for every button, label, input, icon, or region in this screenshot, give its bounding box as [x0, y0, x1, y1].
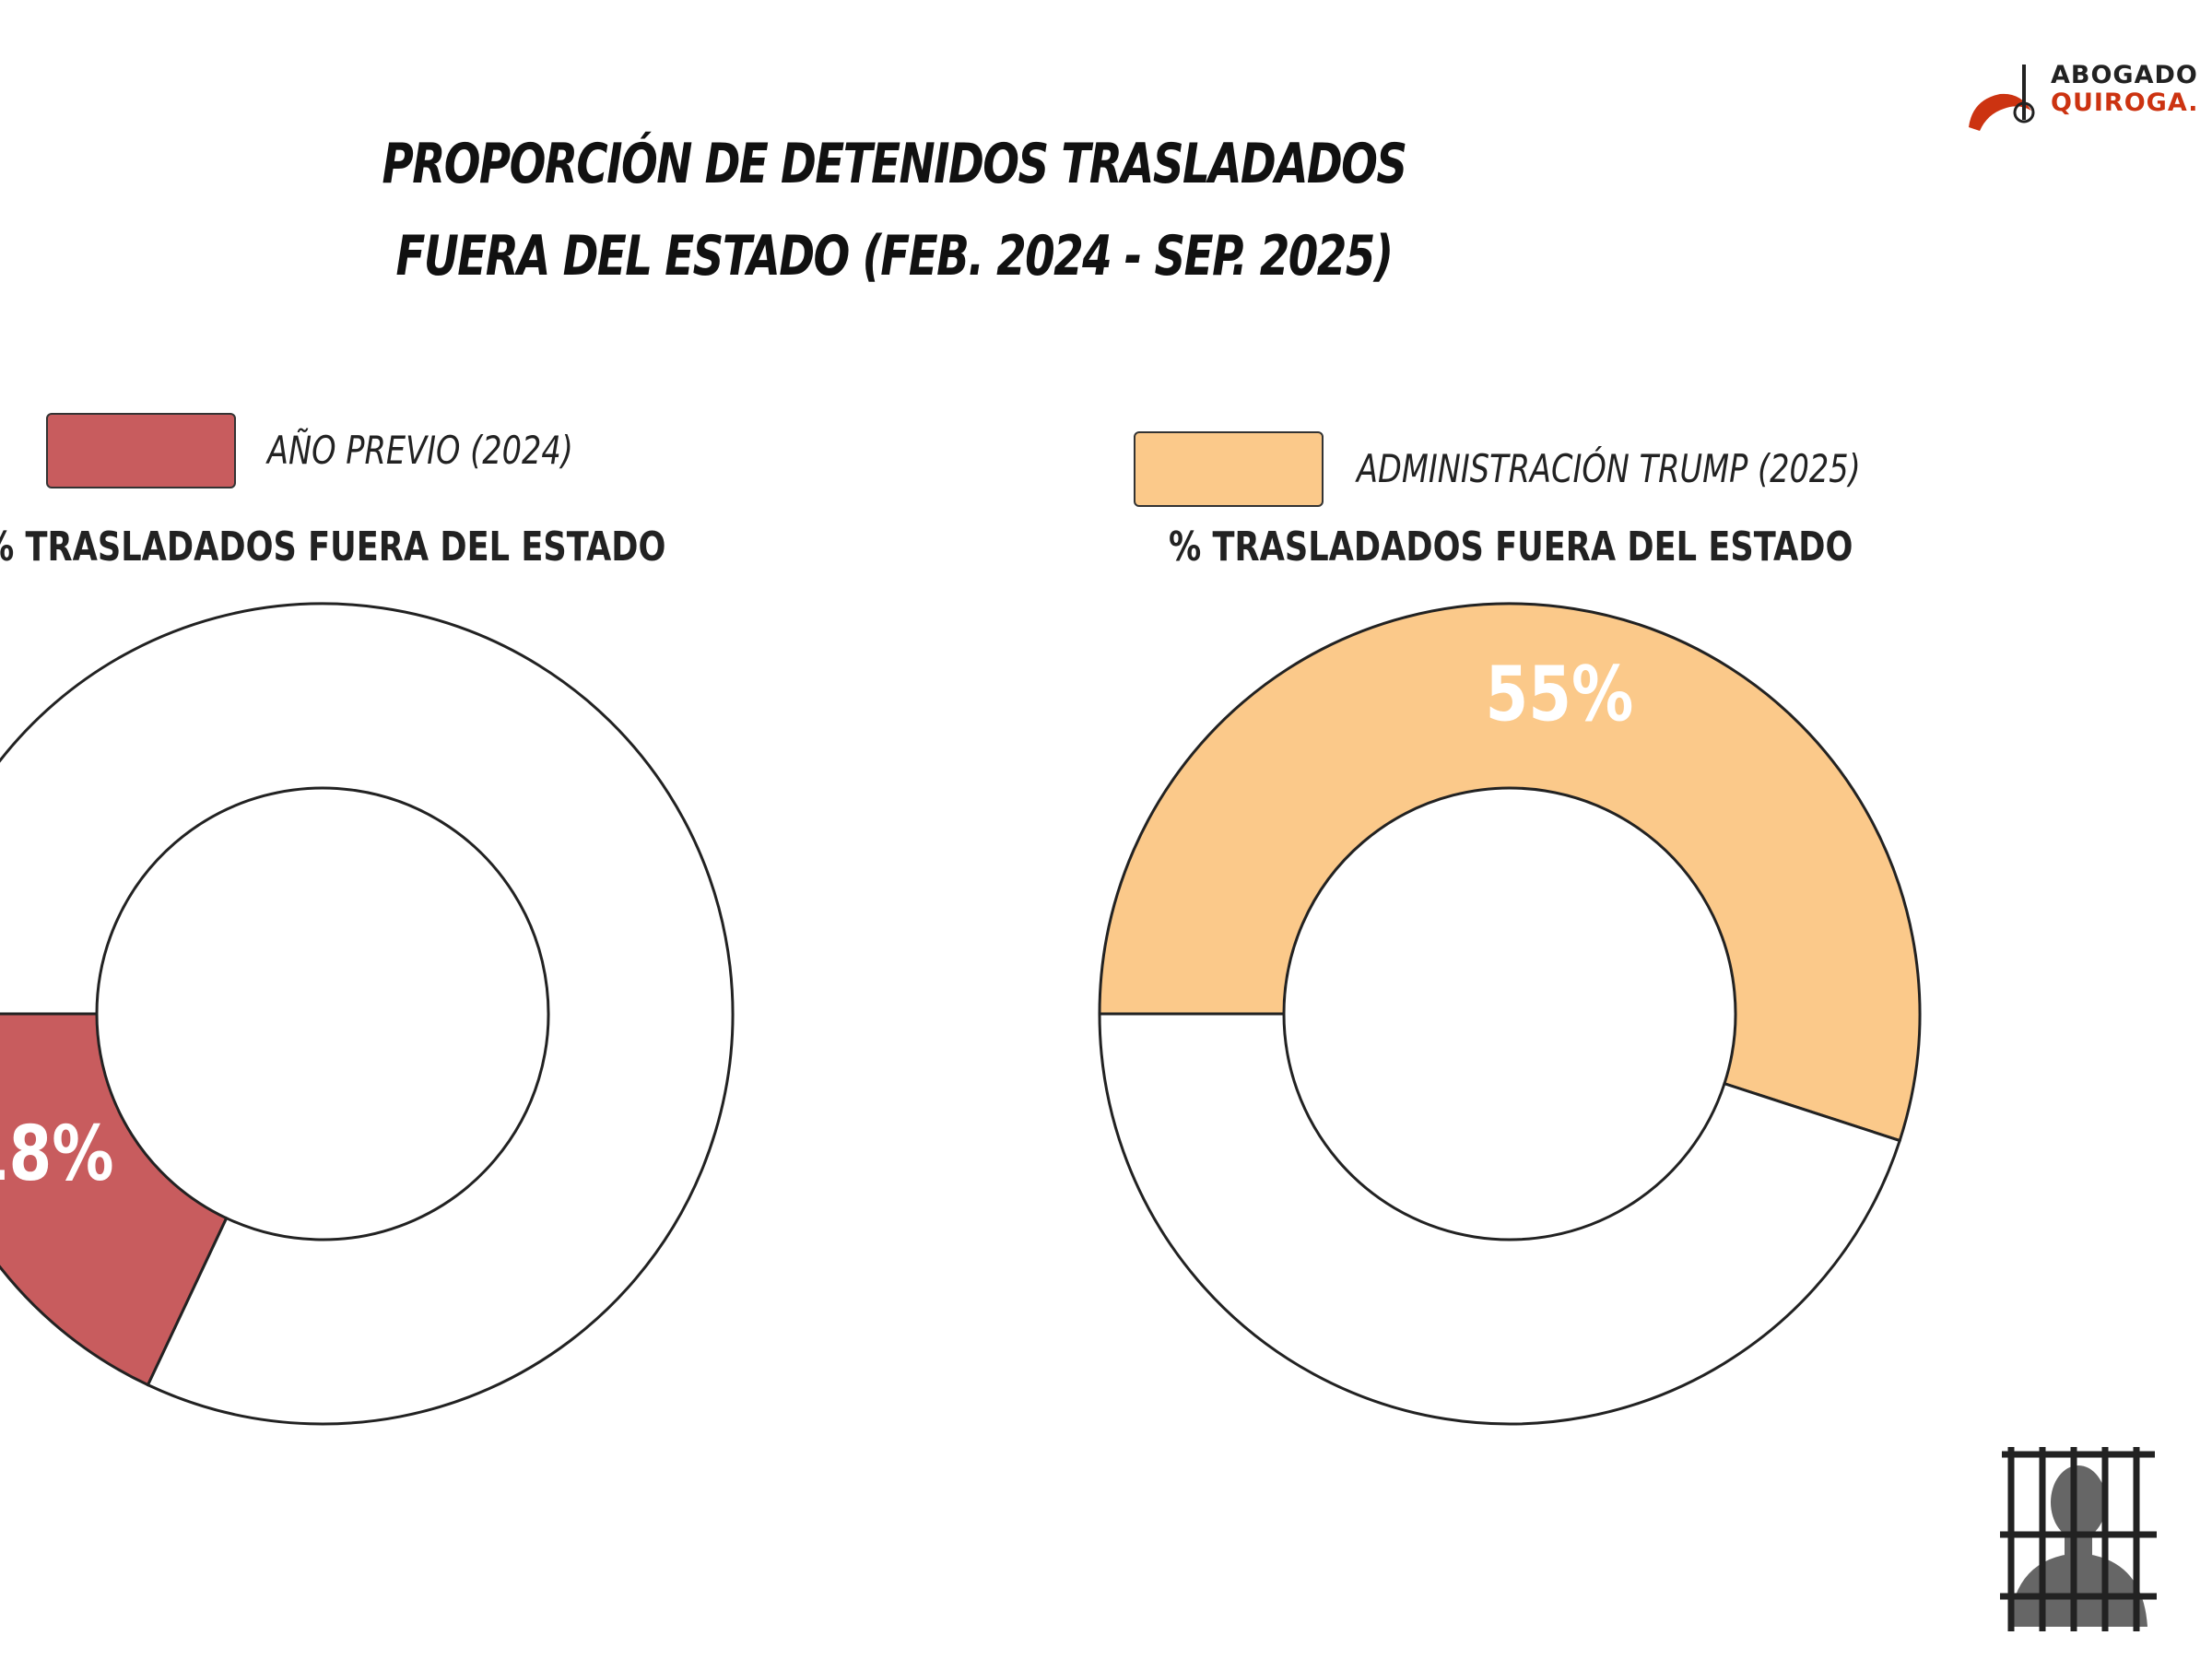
chart-title-line-1: PROPORCIÓN DE DETENIDOS TRASLADADOS	[382, 132, 1407, 196]
legend-swatch-2025	[1134, 431, 1324, 507]
logo-text-top: ABOGADO	[2051, 61, 2198, 89]
chart-title: PROPORCIÓN DE DETENIDOS TRASLADADOS FUER…	[196, 118, 1591, 302]
prisoner-silhouette	[2009, 1465, 2147, 1627]
chart-title-line-2: FUERA DEL ESTADO (FEB. 2024 - SEP. 2025)	[395, 224, 1394, 288]
abogado-quiroga-logo: ABOGADO QUIROGA.	[1963, 55, 2197, 147]
logo-text-bottom: QUIROGA.	[2051, 88, 2199, 117]
chart-1-slice-2	[0, 602, 735, 1426]
scales-of-justice-logo-icon	[1969, 65, 2035, 131]
chart-2-slice-1	[1098, 602, 1922, 1143]
legend-swatch-2024	[46, 413, 236, 488]
chart-2-slice-2	[1098, 1012, 1902, 1426]
chart-1-subtitle: % TRASLADADOS FUERA DEL ESTADO	[0, 524, 666, 571]
chart-2-data-label: 55%	[1486, 650, 1634, 738]
chart-1-data-label: 18%	[0, 1110, 114, 1198]
jail-bars	[2000, 1447, 2157, 1631]
prisoner-behind-bars-icon	[2000, 1447, 2157, 1631]
chart-1-slice-1	[0, 1012, 229, 1387]
chart-2-subtitle: % TRASLADADOS FUERA DEL ESTADO	[1169, 524, 1853, 571]
legend-label-2025: ADMINISTRACIÓN TRUMP (2025)	[1357, 446, 1861, 491]
legend-label-2024: AÑO PREVIO (2024)	[267, 428, 573, 473]
